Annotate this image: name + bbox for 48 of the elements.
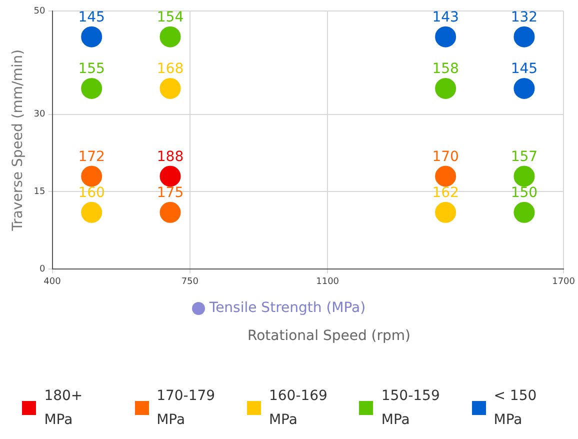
point: [160, 166, 181, 187]
x-tick-label: 750: [181, 276, 199, 287]
point: [514, 26, 535, 48]
annotation: 170: [432, 148, 459, 165]
annotation: 157: [510, 148, 538, 165]
y-tick-label: 50: [34, 6, 46, 16]
annotation: 155: [78, 61, 105, 78]
point: [435, 26, 456, 48]
annotation: 188: [156, 148, 184, 165]
x-tick-label: 400: [44, 276, 62, 287]
annotation: 154: [156, 9, 184, 26]
annotation: 158: [432, 61, 459, 78]
point: [160, 78, 181, 99]
point: [435, 166, 456, 187]
x-tick-label: 1700: [552, 276, 576, 287]
y-tick-label: 0: [40, 264, 46, 275]
annotation: 145: [510, 61, 538, 78]
annotation: 132: [510, 9, 538, 26]
legend-label: 160-169 MPa: [268, 387, 328, 430]
legend-title: Tensile Strength (MPa): [209, 300, 366, 316]
point: [514, 166, 535, 187]
point: [160, 26, 181, 48]
point: [81, 166, 102, 187]
point: [160, 202, 181, 223]
x-axis-title: Rotational Speed (rpm): [246, 328, 412, 344]
point: [81, 26, 102, 48]
annotation: 145: [78, 9, 105, 26]
annotation: 160: [78, 185, 105, 202]
point: [435, 78, 456, 99]
y-axis-title: Traverse Speed (mm/min): [10, 49, 26, 232]
annotation: 168: [156, 61, 184, 78]
x-tick-label: 1100: [316, 276, 340, 287]
point: [81, 202, 102, 223]
annotation: 162: [432, 185, 459, 202]
y-tick-label: 15: [34, 187, 46, 198]
legend-label: 170-179 MPa: [156, 387, 216, 430]
legend-label: 180+ MPa: [44, 387, 84, 430]
point: [435, 202, 456, 223]
annotation: 172: [78, 148, 105, 165]
y-tick-label: 30: [34, 110, 46, 120]
annotation: 143: [432, 9, 459, 26]
legend-label: 150-159 MPa: [381, 387, 441, 430]
annotation: 150: [510, 185, 538, 202]
point: [514, 202, 535, 223]
legend-label: < 150 MPa: [494, 387, 538, 430]
annotation: 175: [156, 185, 184, 202]
point: [514, 78, 535, 99]
point: [81, 78, 102, 99]
